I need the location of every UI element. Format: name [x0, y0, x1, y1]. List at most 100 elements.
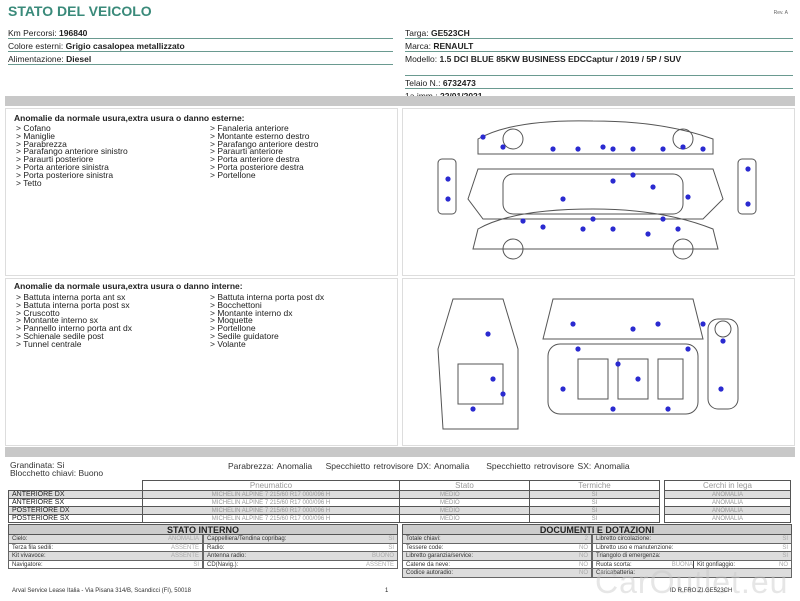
- tire-row: ANTERIORE SX MICHELIN ALPINE 7 215/60 R17…: [8, 498, 660, 507]
- anomaly-item: > Porta posteriore destra: [210, 161, 304, 172]
- specchietto-sx: Specchietto retrovisore SX: Anomalia: [486, 461, 630, 471]
- kv-label: Libretto circolazione:: [596, 536, 652, 542]
- kv-value: SI: [782, 553, 788, 560]
- kv-label: Antenna radio:: [207, 553, 247, 560]
- grandinata: Grandinata: Si: [10, 460, 65, 470]
- kv-value: ASSENTE: [170, 553, 199, 560]
- anomaly-item: > Schienale sedile post: [16, 330, 104, 341]
- anomaly-item: > Battuta interna porta ant sx: [16, 292, 126, 302]
- car-exterior-diagram: [437, 120, 757, 260]
- kv-row: Catene da neve: NO: [402, 560, 592, 570]
- documenti-title: DOCUMENTI E DOTAZIONI: [402, 524, 792, 535]
- kv-row: Kit vivavoce: ASSENTE: [8, 552, 203, 561]
- vehicle-info-left: Km Percorsi: 196840 Colore esterni: Grigi…: [8, 28, 393, 67]
- anomaly-item: > Moquette: [210, 315, 253, 326]
- interior-heading: Anomalie da normale usura,extra usura o …: [14, 281, 243, 291]
- tire-termiche: SI: [529, 506, 660, 515]
- kv-value: SI: [193, 561, 199, 568]
- damage-marker: [745, 201, 751, 207]
- damage-marker: [610, 226, 616, 232]
- tire-stato: MEDIO: [399, 514, 530, 523]
- info-row: Telaio N.: 6732473: [405, 78, 793, 89]
- blocchetto-chiavi: Blocchetto chiavi: Buono: [10, 468, 104, 478]
- damage-marker: [630, 326, 636, 332]
- specchietto-dx: Specchietto retrovisore DX: Anomalia: [325, 461, 470, 471]
- kv-label: CD(Navig.):: [207, 561, 239, 568]
- info-label: Colore esterni:: [8, 41, 64, 51]
- damage-marker: [485, 331, 491, 337]
- kv-row: Libretto garanzia/service: NO: [402, 552, 592, 561]
- section-divider: [5, 96, 795, 106]
- tire-termiche: SI: [529, 490, 660, 499]
- info-label: Km Percorsi:: [8, 28, 57, 38]
- damage-marker: [685, 346, 691, 352]
- anomaly-item: > Tetto: [16, 177, 42, 188]
- anomaly-item: > Bocchettoni: [210, 299, 262, 310]
- kv-value: SI: [388, 544, 394, 551]
- damage-marker: [560, 196, 566, 202]
- anomaly-item: > Montante esterno destro: [210, 130, 310, 141]
- anomaly-item: > Paraurti posteriore: [16, 154, 94, 165]
- parabrezza: Parabrezza: Anomalia: [228, 461, 313, 471]
- tire-position: ANTERIORE DX: [8, 490, 143, 499]
- anomaly-item: > Porta posteriore sinistra: [16, 169, 114, 180]
- exterior-list-2: > Fanaleria anteriore > Montante esterno …: [210, 124, 318, 180]
- damage-marker: [600, 144, 606, 150]
- kv-label: Ruota scorta:: [596, 561, 632, 568]
- damage-marker: [660, 216, 666, 222]
- damage-marker: [540, 224, 546, 230]
- info-label: Marca:: [405, 41, 431, 51]
- kv-row: Radio: SI: [203, 543, 398, 553]
- kv-label: Kit gonfiaggio:: [697, 561, 736, 568]
- col-stato: Stato: [399, 480, 530, 491]
- kv-row: CD(Navig.): ASSENTE: [203, 560, 398, 570]
- kv-label: Libretto garanzia/service:: [406, 553, 474, 560]
- damage-marker: [700, 321, 706, 327]
- anomaly-item: > Paraurti anteriore: [210, 146, 283, 157]
- anomaly-item: > Tunnel centrale: [16, 338, 82, 349]
- damage-marker: [610, 178, 616, 184]
- documenti-dotazioni: DOCUMENTI E DOTAZIONI Totale chiavi: 2 Tes…: [402, 524, 792, 578]
- exterior-diagram: [402, 108, 795, 276]
- kv-label: Tessere code:: [406, 544, 444, 551]
- info-label: Modello:: [405, 54, 438, 64]
- kv-value: SI: [782, 536, 788, 542]
- info-value: 1.5 DCI BLUE 85KW BUSINESS EDCCaptur / 2…: [439, 54, 682, 64]
- anomaly-item: > Pannello interno porta ant dx: [16, 323, 133, 334]
- col-termiche: Termiche: [529, 480, 660, 491]
- kv-label: Navigatore:: [12, 561, 43, 568]
- damage-marker: [520, 218, 526, 224]
- tire-stato: MEDIO: [399, 490, 530, 499]
- watermark-logo: CarOutlet.eu: [595, 564, 789, 600]
- condition-line-right: Parabrezza: Anomalia Specchietto retrovi…: [228, 461, 630, 471]
- anomaly-item: > Sedile guidatore: [210, 330, 279, 341]
- kv-row: Libretto circolazione: SI: [592, 535, 792, 544]
- interior-list-2: > Battuta interna porta post dx > Bocchet…: [210, 293, 324, 349]
- kv-row: Cielo: ANOMALIA: [8, 535, 203, 544]
- anomaly-item: > Porta anteriore sinistra: [16, 161, 109, 172]
- tire-row: ANTERIORE DX MICHELIN ALPINE 7 215/60 R17…: [8, 490, 660, 499]
- damage-marker: [635, 376, 641, 382]
- kv-value: NO: [579, 561, 588, 568]
- kv-value: ANOMALIA: [167, 536, 199, 542]
- damage-marker: [570, 321, 576, 327]
- damage-marker: [700, 146, 706, 152]
- footer-address: Arval Service Lease Italia - Via Pisana …: [12, 588, 191, 594]
- damage-marker: [685, 194, 691, 200]
- info-value: Grigio casalopea metallizzato: [65, 41, 185, 51]
- anomaly-item: > Montante interno dx: [210, 307, 293, 318]
- kv-value: BUONA: [671, 561, 694, 568]
- stato-interno-title: STATO INTERNO: [8, 524, 398, 535]
- info-value: GE523CH: [431, 28, 470, 38]
- damage-marker: [500, 391, 506, 397]
- kv-value: NO: [779, 561, 789, 568]
- tire-stato: MEDIO: [399, 506, 530, 515]
- kv-value: SI: [388, 536, 394, 542]
- exterior-anomalies-panel: Anomalie da normale usura,extra usura o …: [5, 108, 398, 276]
- kv-row: Navigatore: SI: [8, 560, 203, 570]
- kv-label: Radio:: [207, 544, 225, 551]
- kv-label: Catene da neve:: [406, 561, 451, 568]
- anomaly-item: > Battuta interna porta post sx: [16, 299, 130, 310]
- cerchi-row: ANOMALIA: [664, 490, 791, 499]
- tire-tire: MICHELIN ALPINE 7 215/60 R17 000/096 H: [142, 506, 400, 515]
